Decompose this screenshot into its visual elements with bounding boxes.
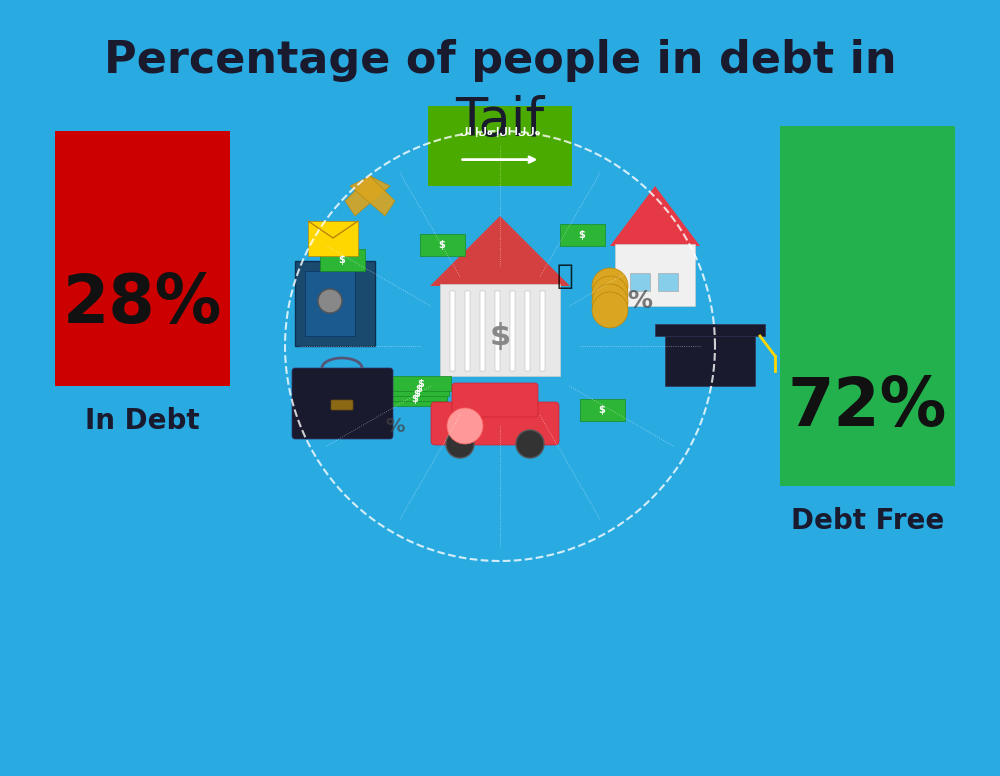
FancyBboxPatch shape: [308, 221, 358, 256]
FancyBboxPatch shape: [428, 106, 572, 186]
Polygon shape: [345, 176, 390, 216]
FancyBboxPatch shape: [525, 291, 530, 371]
Circle shape: [446, 430, 474, 458]
FancyBboxPatch shape: [387, 386, 447, 401]
FancyBboxPatch shape: [385, 391, 445, 406]
Text: $: $: [439, 240, 445, 250]
Circle shape: [516, 430, 544, 458]
FancyBboxPatch shape: [450, 291, 455, 371]
Wedge shape: [592, 268, 628, 304]
Text: $: $: [489, 321, 511, 351]
Text: $: $: [339, 255, 345, 265]
FancyBboxPatch shape: [560, 224, 605, 246]
Polygon shape: [350, 176, 395, 216]
Polygon shape: [430, 216, 570, 286]
Text: $: $: [414, 389, 420, 399]
Text: $: $: [412, 394, 418, 404]
Text: Percentage of people in debt in: Percentage of people in debt in: [104, 40, 896, 82]
Text: $: $: [418, 379, 424, 389]
FancyBboxPatch shape: [292, 368, 393, 439]
FancyBboxPatch shape: [615, 244, 695, 306]
FancyBboxPatch shape: [465, 291, 470, 371]
FancyBboxPatch shape: [55, 131, 230, 386]
FancyBboxPatch shape: [655, 324, 765, 336]
FancyBboxPatch shape: [440, 284, 560, 376]
Text: In Debt: In Debt: [85, 407, 200, 435]
FancyBboxPatch shape: [295, 261, 375, 346]
FancyBboxPatch shape: [580, 399, 625, 421]
FancyBboxPatch shape: [331, 400, 353, 410]
Text: Taif: Taif: [455, 95, 545, 147]
FancyBboxPatch shape: [780, 126, 955, 486]
FancyBboxPatch shape: [480, 291, 485, 371]
Text: %: %: [628, 289, 652, 313]
FancyBboxPatch shape: [495, 291, 500, 371]
Wedge shape: [592, 292, 628, 328]
Circle shape: [318, 289, 342, 313]
Text: 28%: 28%: [63, 272, 222, 338]
Text: Debt Free: Debt Free: [791, 507, 944, 535]
FancyBboxPatch shape: [305, 271, 355, 336]
Circle shape: [447, 408, 483, 444]
Text: 72%: 72%: [788, 374, 947, 440]
FancyBboxPatch shape: [658, 273, 678, 291]
Wedge shape: [592, 284, 628, 320]
FancyBboxPatch shape: [391, 376, 451, 391]
FancyBboxPatch shape: [320, 249, 365, 271]
Text: $: $: [416, 384, 422, 394]
FancyBboxPatch shape: [665, 331, 755, 386]
Text: لا إله إلا الله: لا إله إلا الله: [460, 126, 540, 137]
FancyBboxPatch shape: [510, 291, 515, 371]
FancyBboxPatch shape: [452, 383, 538, 417]
FancyBboxPatch shape: [389, 381, 449, 396]
FancyBboxPatch shape: [630, 273, 650, 291]
Text: %: %: [385, 417, 405, 435]
FancyBboxPatch shape: [431, 402, 559, 445]
Text: 🗝: 🗝: [557, 262, 573, 290]
Text: $: $: [579, 230, 585, 240]
FancyBboxPatch shape: [420, 234, 465, 256]
Wedge shape: [592, 276, 628, 312]
Text: $: $: [599, 405, 605, 415]
FancyBboxPatch shape: [540, 291, 545, 371]
Polygon shape: [610, 186, 700, 246]
